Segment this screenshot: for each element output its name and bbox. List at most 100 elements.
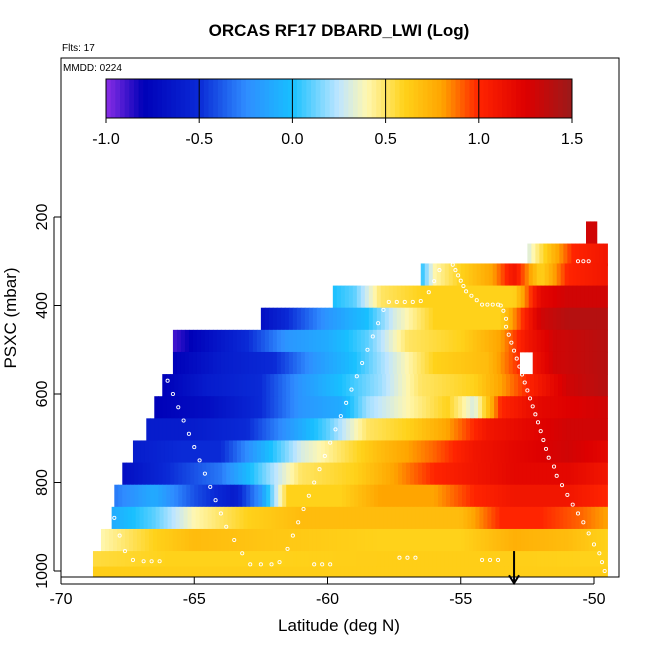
heatmap-cell (292, 351, 298, 375)
heatmap-cell (356, 551, 362, 574)
heatmap-cell (480, 285, 486, 309)
heatmap-cell (162, 462, 167, 486)
heatmap-cell (582, 418, 587, 441)
heatmap-cell (491, 506, 496, 530)
colorbar (105, 78, 573, 119)
heatmap-cell (532, 351, 538, 375)
heatmap-cell (590, 374, 595, 397)
heatmap-cell (432, 285, 438, 309)
heatmap-cell (262, 462, 267, 486)
heatmap-cell (180, 566, 186, 577)
heatmap-cell (276, 551, 282, 574)
heatmap-cell (314, 374, 319, 397)
heatmap-cell (436, 285, 442, 309)
heatmap-cell (162, 374, 167, 397)
colorbar-cell (366, 79, 373, 118)
heatmap-cell (480, 263, 486, 286)
heatmap-cell (508, 551, 514, 574)
heatmap-cell (542, 462, 547, 486)
track-point (575, 259, 581, 264)
heatmap-cell (174, 418, 179, 441)
heatmap-cell (452, 285, 458, 309)
heatmap-cell (176, 528, 182, 552)
heatmap-cell (544, 329, 550, 353)
heatmap-cell (342, 374, 347, 397)
track-point (154, 352, 159, 357)
heatmap-cell (204, 351, 210, 375)
heatmap-cell (355, 506, 361, 530)
heatmap-cell (540, 329, 546, 353)
heatmap-cell (472, 440, 478, 463)
heatmap-cell (472, 263, 478, 286)
heatmap-cell (384, 307, 390, 331)
heatmap-cell (119, 506, 125, 530)
heatmap-cell (220, 528, 226, 552)
heatmap-cell (290, 484, 295, 508)
heatmap-cell (582, 484, 587, 508)
heatmap-cell (440, 440, 446, 463)
heatmap-cell (480, 351, 486, 375)
heatmap-cell (570, 418, 575, 441)
heatmap-cell (478, 418, 483, 441)
heatmap-cell (262, 484, 267, 508)
heatmap-cell (598, 462, 603, 486)
heatmap-cell (580, 528, 586, 552)
heatmap-cell (490, 374, 495, 397)
colorbar-cell (357, 79, 363, 118)
heatmap-cell (288, 329, 294, 353)
heatmap-cell (419, 506, 425, 530)
heatmap-cell (460, 528, 466, 552)
heatmap-cell (126, 462, 131, 486)
heatmap-cell (500, 551, 506, 574)
heatmap-cell (208, 351, 214, 375)
heatmap-cell (458, 462, 463, 486)
heatmap-cell (426, 396, 431, 419)
heatmap-cell (260, 307, 266, 331)
heatmap-cell (208, 551, 214, 574)
heatmap-cell (382, 484, 387, 508)
heatmap-cell (166, 484, 171, 508)
heatmap-cell (440, 351, 446, 375)
heatmap-cell (582, 396, 587, 419)
x-axis: -70 -65 -60 -55 -50 (49, 577, 606, 608)
track-point (128, 418, 133, 423)
heatmap-cell (392, 351, 398, 375)
heatmap-cell (360, 285, 366, 309)
heatmap-cell (402, 396, 407, 419)
heatmap-cell (564, 551, 570, 574)
colorbar-cell (516, 79, 522, 118)
heatmap-cell (584, 285, 590, 309)
heatmap-cell (467, 506, 473, 530)
heatmap-cell (400, 528, 406, 552)
heatmap-cell (290, 374, 295, 397)
heatmap-cell (366, 462, 371, 486)
heatmap-cell (120, 528, 126, 552)
heatmap-cell (458, 484, 463, 508)
heatmap-cell (406, 484, 411, 508)
heatmap-cell (418, 374, 423, 397)
colorbar-cell (352, 79, 359, 118)
heatmap-cell (544, 551, 550, 574)
heatmap-cell (432, 329, 438, 353)
heatmap-cell (144, 551, 150, 574)
heatmap-cell (400, 329, 406, 353)
track-point (581, 520, 586, 525)
heatmap-cell (548, 307, 554, 331)
heatmap-cell (392, 551, 398, 574)
heatmap-cell (587, 243, 592, 267)
heatmap-cell (511, 506, 516, 530)
heatmap-row (132, 440, 608, 463)
heatmap-cell (116, 566, 122, 577)
track-point (480, 302, 485, 307)
heatmap-cell (488, 566, 494, 577)
track-point (445, 252, 450, 257)
heatmap-cell (572, 263, 578, 286)
heatmap-cell (160, 440, 166, 463)
heatmap-cell (426, 418, 431, 441)
heatmap-cell (172, 351, 178, 375)
heatmap-cell (592, 329, 598, 353)
heatmap-cell (564, 566, 570, 577)
heatmap-cell (400, 551, 406, 574)
heatmap-cell (198, 396, 203, 419)
heatmap-cell (576, 351, 582, 375)
